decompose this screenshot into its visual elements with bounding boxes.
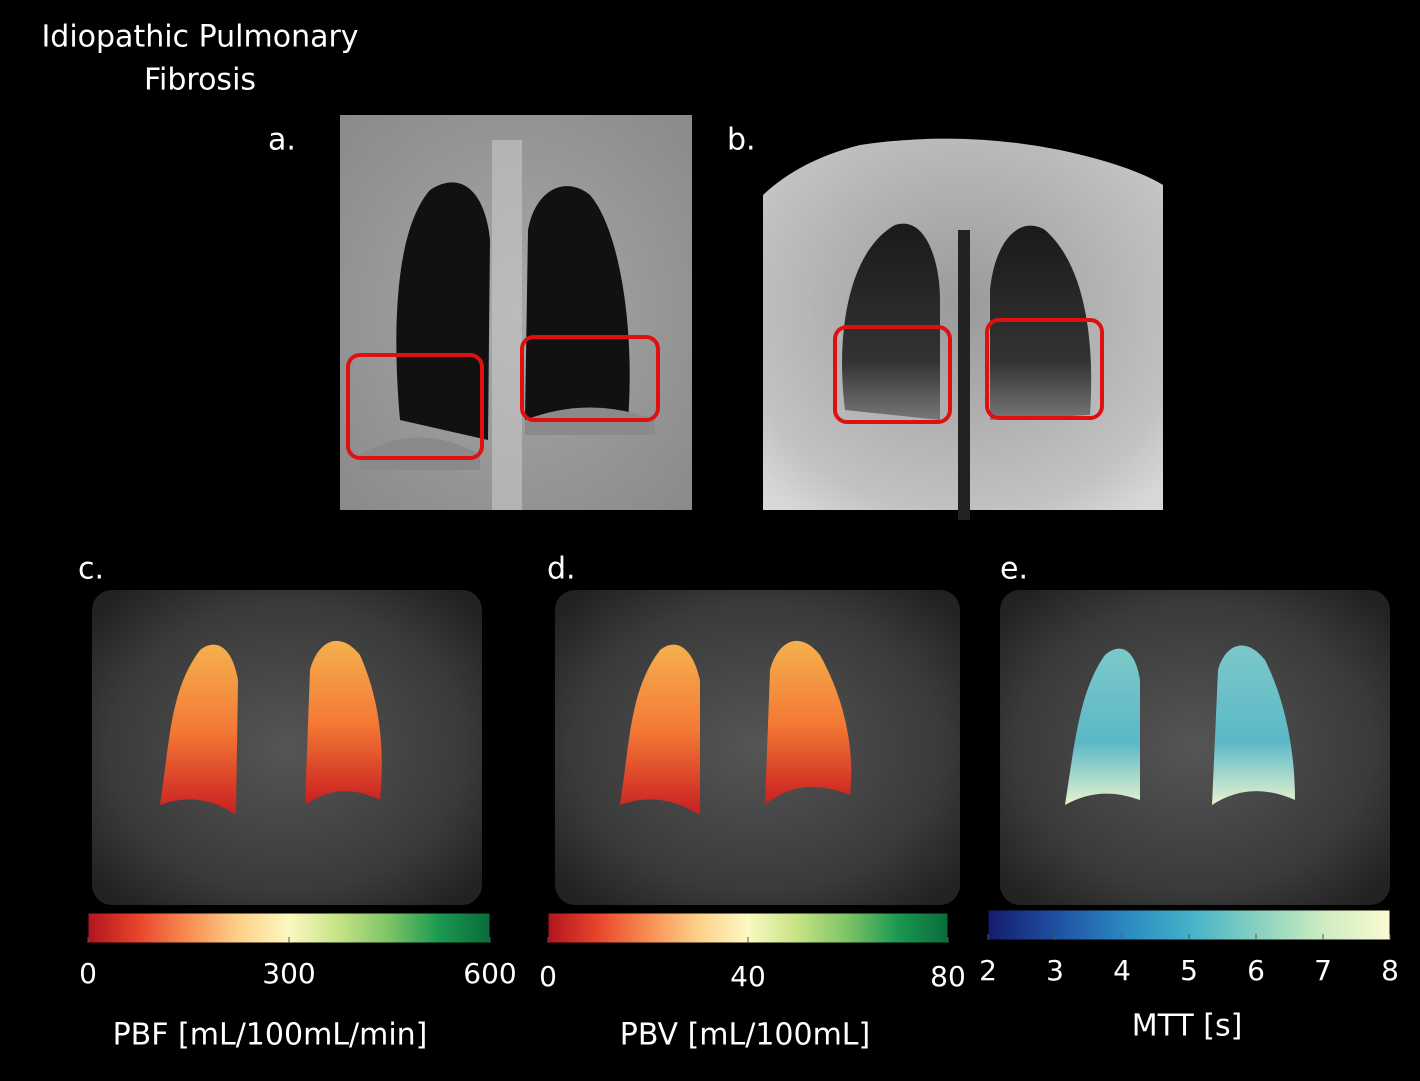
pbv-map [555, 590, 960, 905]
title-line: Fibrosis [144, 63, 256, 98]
panel-label: c. [78, 552, 104, 587]
ct-image [340, 115, 692, 510]
colorbar-tick-label: 6 [1247, 954, 1265, 987]
colorbar-label: PBV [mL/100mL] [620, 1018, 870, 1053]
colorbar-label: PBF [mL/100mL/min] [113, 1018, 428, 1053]
panel-label: d. [547, 552, 576, 587]
colorbar-tick-label: 8 [1381, 954, 1399, 987]
colorbar-tick-label: 4 [1113, 954, 1131, 987]
panel-label: e. [1000, 552, 1028, 587]
colorbar-tick-label: 0 [539, 960, 557, 993]
panel-label: b. [727, 123, 756, 158]
pbf-map [92, 590, 482, 905]
colorbar-tick-label: 300 [262, 957, 315, 990]
colorbar-tick-label: 600 [463, 957, 516, 990]
colorbar-tick-label: 3 [1046, 954, 1064, 987]
colorbar-tick-label: 80 [930, 960, 966, 993]
panel-label: a. [268, 123, 296, 158]
colorbar-tick-label: 40 [730, 960, 766, 993]
mr-image [763, 138, 1163, 520]
colorbar-label: MTT [s] [1132, 1009, 1243, 1044]
title-line: Idiopathic Pulmonary [41, 20, 358, 55]
colorbar-tick-label: 7 [1314, 954, 1332, 987]
colorbar-tick-label: 0 [79, 957, 97, 990]
mtt-map [1000, 590, 1390, 905]
colorbar-tick-label: 2 [979, 954, 997, 987]
colorbar-tick-label: 5 [1180, 954, 1198, 987]
